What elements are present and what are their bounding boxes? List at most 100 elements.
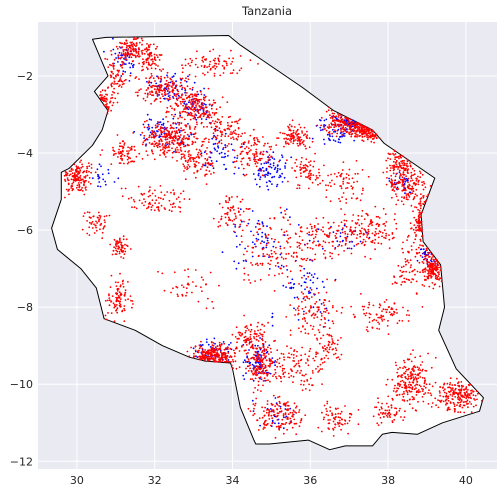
data-point bbox=[361, 132, 363, 135]
data-point bbox=[240, 160, 243, 163]
data-point bbox=[432, 255, 434, 258]
data-point bbox=[404, 372, 406, 375]
data-point bbox=[436, 276, 439, 279]
data-point bbox=[197, 93, 200, 96]
data-point bbox=[262, 352, 265, 355]
data-point bbox=[215, 347, 218, 350]
data-point bbox=[412, 190, 415, 193]
data-point bbox=[252, 391, 255, 394]
data-point bbox=[208, 113, 211, 116]
data-point bbox=[298, 327, 300, 330]
data-point bbox=[374, 135, 377, 138]
data-point bbox=[212, 59, 215, 61]
data-point bbox=[81, 187, 83, 189]
data-point bbox=[258, 376, 261, 379]
data-point bbox=[338, 138, 340, 141]
data-point bbox=[295, 251, 298, 254]
data-point bbox=[383, 229, 386, 232]
data-point bbox=[265, 181, 268, 184]
data-point bbox=[423, 201, 426, 203]
data-point bbox=[304, 133, 306, 136]
data-point bbox=[266, 400, 269, 402]
data-point bbox=[223, 351, 226, 354]
data-point bbox=[439, 392, 441, 394]
data-point bbox=[70, 167, 73, 170]
data-point bbox=[161, 93, 163, 96]
data-point bbox=[146, 80, 148, 83]
data-point bbox=[246, 361, 249, 363]
data-point bbox=[323, 164, 325, 167]
data-point bbox=[200, 93, 203, 96]
data-point bbox=[279, 375, 282, 378]
data-point bbox=[104, 314, 107, 317]
data-point bbox=[105, 215, 108, 217]
data-point bbox=[301, 130, 303, 133]
data-point bbox=[108, 297, 111, 299]
data-point bbox=[98, 220, 100, 223]
data-point bbox=[358, 128, 361, 130]
data-point bbox=[419, 238, 422, 241]
data-point bbox=[119, 77, 122, 79]
data-point bbox=[403, 178, 406, 181]
data-point bbox=[364, 255, 366, 258]
data-point bbox=[197, 102, 199, 105]
data-point bbox=[118, 69, 120, 72]
data-point bbox=[419, 172, 422, 175]
data-point bbox=[210, 341, 213, 343]
data-point bbox=[257, 380, 260, 383]
data-point bbox=[292, 354, 295, 356]
data-point bbox=[90, 171, 92, 174]
data-point bbox=[143, 137, 146, 140]
data-point bbox=[197, 155, 200, 158]
data-point bbox=[370, 129, 373, 132]
data-point bbox=[220, 343, 223, 346]
data-point bbox=[153, 140, 156, 143]
data-point bbox=[274, 405, 276, 408]
data-point bbox=[296, 135, 298, 137]
data-point bbox=[224, 168, 227, 171]
data-point bbox=[265, 236, 267, 238]
data-point bbox=[210, 160, 213, 162]
data-point bbox=[333, 126, 336, 129]
data-point bbox=[184, 79, 186, 82]
data-point bbox=[420, 220, 423, 223]
data-point bbox=[197, 116, 199, 119]
data-point bbox=[239, 208, 242, 211]
data-point bbox=[418, 209, 421, 212]
data-point bbox=[166, 135, 168, 138]
data-point bbox=[289, 281, 292, 284]
data-point bbox=[260, 365, 263, 368]
data-point bbox=[257, 365, 259, 368]
data-point bbox=[226, 101, 229, 103]
data-point bbox=[214, 355, 217, 358]
data-point bbox=[278, 357, 281, 360]
data-point bbox=[419, 202, 422, 205]
data-point bbox=[164, 83, 167, 85]
data-point bbox=[334, 237, 337, 240]
data-point bbox=[85, 179, 87, 182]
data-point bbox=[93, 232, 96, 234]
data-point bbox=[469, 383, 472, 386]
data-point bbox=[224, 354, 227, 357]
data-point bbox=[452, 401, 455, 404]
data-point bbox=[288, 422, 291, 425]
data-point bbox=[226, 64, 228, 67]
data-point bbox=[328, 133, 331, 135]
data-point bbox=[78, 189, 80, 192]
data-point bbox=[237, 262, 240, 265]
data-point bbox=[257, 174, 260, 177]
data-point bbox=[306, 169, 308, 172]
data-point bbox=[223, 60, 226, 63]
data-point bbox=[287, 408, 290, 411]
data-point bbox=[186, 92, 188, 94]
data-point bbox=[162, 127, 165, 130]
data-point bbox=[156, 75, 158, 78]
data-point bbox=[473, 398, 475, 400]
data-point bbox=[204, 113, 207, 115]
data-point bbox=[326, 410, 328, 413]
data-point bbox=[194, 118, 197, 120]
data-point bbox=[327, 221, 330, 224]
data-point bbox=[298, 139, 301, 142]
data-point bbox=[249, 333, 252, 336]
